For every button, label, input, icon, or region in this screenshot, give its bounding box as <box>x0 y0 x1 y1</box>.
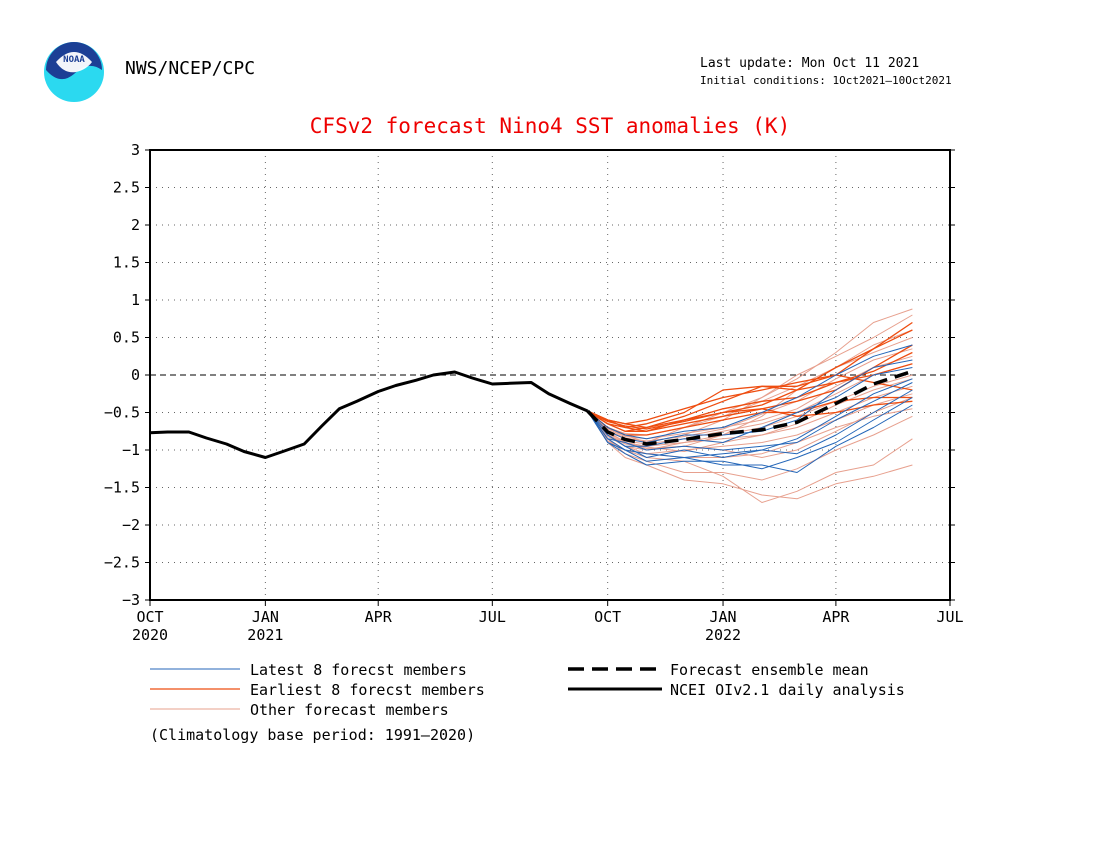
latest-member-line <box>587 344 913 440</box>
org-label: NWS/NCEP/CPC <box>125 58 256 79</box>
y-tick-label: 0 <box>131 366 140 384</box>
latest-member-line <box>587 378 913 458</box>
y-tick-label: 2.5 <box>113 179 140 197</box>
x-tick-label: APR <box>822 608 850 626</box>
legend-other-label: Other forecast members <box>250 701 449 719</box>
chart-title: CFSv2 forecast Nino4 SST anomalies (K) <box>309 114 791 138</box>
y-tick-label: −1 <box>122 441 140 459</box>
legend-latest-label: Latest 8 forecst members <box>250 661 467 679</box>
grid-layer <box>150 150 950 600</box>
x-tick-year-label: 2022 <box>705 626 741 644</box>
legend-earliest-label: Earliest 8 forecst members <box>250 681 485 699</box>
y-tick-label: 0.5 <box>113 329 140 347</box>
y-tick-label: −2.5 <box>104 554 140 572</box>
x-tick-label: JAN <box>709 608 736 626</box>
other-member-line <box>587 410 913 503</box>
x-tick-year-label: 2021 <box>247 626 283 644</box>
x-tick-label: OCT <box>136 608 163 626</box>
latest-member-line <box>587 367 913 447</box>
logo-bird-shape <box>56 52 92 73</box>
initial-conditions: Initial conditions: 1Oct2021–10Oct2021 <box>700 74 952 87</box>
y-tick-label: 1.5 <box>113 254 140 272</box>
x-tick-label: JAN <box>252 608 279 626</box>
other-member-line <box>587 410 913 500</box>
analysis-line <box>149 370 589 459</box>
other-member-line <box>587 337 913 436</box>
climatology-note: (Climatology base period: 1991–2020) <box>150 726 476 744</box>
noaa-logo: NOAA <box>44 42 104 102</box>
legend-ensemble-mean-label: Forecast ensemble mean <box>670 661 869 679</box>
y-tick-label: 3 <box>131 141 140 159</box>
y-tick-label: 2 <box>131 216 140 234</box>
logo-text: NOAA <box>63 55 85 65</box>
earliest-member-line <box>587 374 913 425</box>
main-lines-layer <box>149 369 913 459</box>
latest-member-line <box>587 404 913 473</box>
latest-member-line <box>587 359 913 443</box>
x-tick-label: JUL <box>936 608 963 626</box>
earliest-member-line <box>587 400 913 430</box>
last-update: Last update: Mon Oct 11 2021 <box>700 56 920 71</box>
y-tick-label: −1.5 <box>104 479 140 497</box>
latest-member-line <box>587 397 913 470</box>
y-tick-label: −3 <box>122 591 140 609</box>
latest-member-line <box>587 382 913 451</box>
other-member-line <box>587 348 913 442</box>
x-tick-year-label: 2020 <box>132 626 168 644</box>
x-tick-label: OCT <box>594 608 621 626</box>
plot-frame <box>149 149 951 601</box>
x-tick-label: APR <box>365 608 393 626</box>
legend: Latest 8 forecst members Earliest 8 forec… <box>150 661 905 719</box>
y-tick-label: −2 <box>122 516 140 534</box>
latest-members-layer <box>587 344 913 473</box>
other-member-line <box>587 314 913 443</box>
legend-analysis-label: NCEI OIv2.1 daily analysis <box>670 681 905 699</box>
other-member-line <box>587 410 913 481</box>
x-tick-label: JUL <box>479 608 506 626</box>
axis-layer: −3−2.5−2−1.5−1−0.500.511.522.53OCT2020JA… <box>104 141 964 644</box>
y-tick-label: 1 <box>131 291 140 309</box>
y-tick-label: −0.5 <box>104 404 140 422</box>
earliest-member-line <box>587 351 913 432</box>
